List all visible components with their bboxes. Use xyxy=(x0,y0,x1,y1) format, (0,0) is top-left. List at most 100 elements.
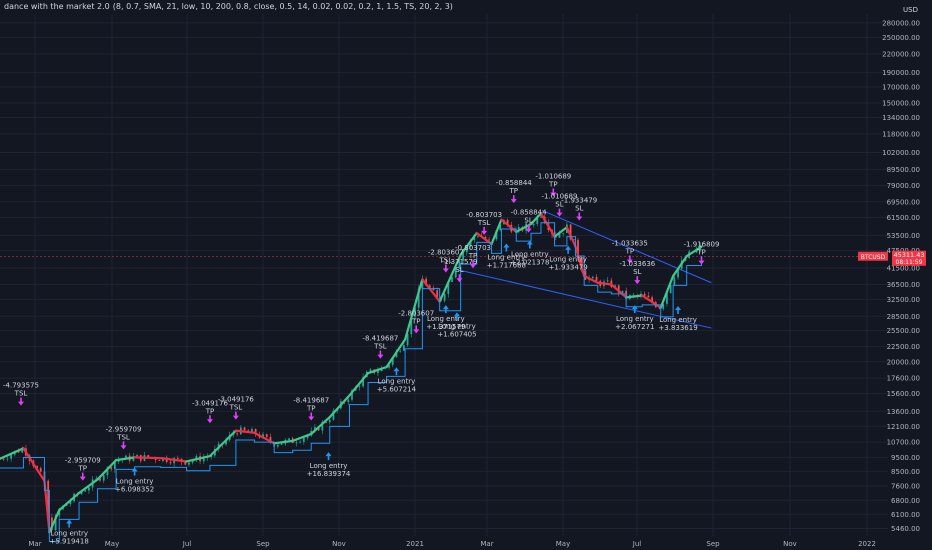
exit-label-line: TP xyxy=(548,181,558,189)
price-line-segment xyxy=(596,281,613,286)
entry-label-line: +1.607405 xyxy=(437,330,476,338)
candle-body xyxy=(617,285,620,293)
candle-body xyxy=(621,290,624,293)
candle-body xyxy=(347,399,350,403)
candle-body xyxy=(251,429,253,432)
candle-body xyxy=(169,461,172,464)
y-tick-label: 53500.00 xyxy=(887,232,920,240)
x-tick-label: 2022 xyxy=(858,540,876,548)
exit-label-line: -0.858844 xyxy=(496,179,532,187)
candle-body xyxy=(99,478,101,481)
price-line-segment xyxy=(133,456,162,460)
candle-body xyxy=(276,444,279,447)
candle-body xyxy=(428,285,431,288)
entry-label: Long entry +1.933479 xyxy=(548,256,587,272)
entry-arrow-icon xyxy=(631,305,638,314)
candle-body xyxy=(454,268,457,278)
candle-body xyxy=(236,433,239,435)
candle-body xyxy=(2,458,5,460)
exit-label-line: TP xyxy=(77,465,87,473)
trend-line xyxy=(456,269,712,329)
candle-body xyxy=(125,455,127,460)
price-line-segment xyxy=(421,278,441,303)
exit-marker-icon xyxy=(510,195,517,204)
y-tick-label: 15600.00 xyxy=(887,390,920,398)
candle-body xyxy=(477,235,479,237)
candle-body xyxy=(536,216,539,224)
y-tick-label: 61500.00 xyxy=(887,214,920,222)
candle-body xyxy=(202,457,205,462)
price-line-segment xyxy=(0,447,25,460)
candle-body xyxy=(36,466,38,469)
y-tick-label: 280000.00 xyxy=(882,19,920,27)
candle-body xyxy=(225,439,227,445)
entry-label-line: +16.839374 xyxy=(307,470,351,478)
x-tick-label: Sep xyxy=(256,540,270,548)
exit-label: -0.858844 SL xyxy=(511,209,547,225)
exit-marker-icon xyxy=(308,412,315,421)
candle-body xyxy=(243,427,246,431)
entry-arrow-icon xyxy=(393,367,400,376)
candle-body xyxy=(328,419,331,423)
entry-label: Long entry +1.717688 xyxy=(487,253,526,269)
exit-label: -1.010689 SL xyxy=(542,193,578,209)
exit-label: -2.959709 TP xyxy=(65,457,101,473)
symbol-label: BTCUSD xyxy=(861,254,886,261)
y-tick-label: 5460.00 xyxy=(891,525,920,533)
exit-marker-icon xyxy=(79,472,86,481)
price-line-segment xyxy=(48,509,61,534)
indicator-legend[interactable]: dance with the market 2.0 (8, 0.7, SMA, 2… xyxy=(4,2,456,11)
candle-body xyxy=(21,448,24,453)
candle-body xyxy=(117,460,120,462)
candle-body xyxy=(80,491,83,495)
price-line-segment xyxy=(500,218,518,233)
entry-label-line: Long entry xyxy=(488,253,526,261)
candle-body xyxy=(191,460,194,463)
exit-label-line: -0.858844 xyxy=(511,209,547,217)
x-tick-label: Sep xyxy=(706,540,720,548)
y-tick-label: 13600.00 xyxy=(887,408,920,416)
y-tick-label: 36500.00 xyxy=(887,281,920,289)
entry-arrow-icon xyxy=(565,245,572,254)
exit-label-line: -0.803703 xyxy=(455,244,491,252)
candle-body xyxy=(465,246,468,253)
entry-label: Long entry +1.607405 xyxy=(437,322,476,338)
price-line-segment xyxy=(641,294,662,309)
y-tick-label: 69500.00 xyxy=(887,198,920,206)
entry-label: Long entry +2.067271 xyxy=(615,315,654,331)
candle-body xyxy=(50,517,53,531)
trailing-stop-line xyxy=(0,222,703,543)
exit-label-line: SL xyxy=(524,217,532,225)
entry-label: Long entry +2.021378 xyxy=(510,251,549,267)
x-tick-label: Mar xyxy=(480,540,493,548)
candle-body xyxy=(147,455,150,458)
candle-body xyxy=(288,438,290,441)
price-line-segment xyxy=(583,274,599,284)
candle-body xyxy=(6,458,9,460)
price-line-segment xyxy=(22,447,46,483)
exit-label-line: TP xyxy=(306,404,316,412)
entry-label-line: +2.021378 xyxy=(510,259,549,267)
candle-body xyxy=(106,467,109,476)
exit-label-line: TP xyxy=(696,249,706,257)
x-tick-label: May xyxy=(105,540,119,548)
exit-label: -1.010689 TP xyxy=(535,173,571,189)
candle-body xyxy=(406,334,409,346)
entry-label-line: +6.098352 xyxy=(115,485,154,493)
entry-label-line: Long entry xyxy=(438,322,476,330)
entry-label-line: +3.833619 xyxy=(658,324,697,332)
price-line-segment xyxy=(58,491,81,512)
exit-marker-icon xyxy=(377,350,384,359)
exit-marker-icon xyxy=(481,226,488,235)
candle-body xyxy=(362,377,365,387)
y-tick-label: 12100.00 xyxy=(887,423,920,431)
price-line-segment xyxy=(273,439,294,445)
exit-marker-icon xyxy=(550,188,557,197)
candle-body xyxy=(377,371,379,374)
price-line-segment xyxy=(539,212,556,238)
candle-body xyxy=(102,475,105,481)
candle-body xyxy=(17,450,20,453)
entry-label-line: +2.067271 xyxy=(615,323,654,331)
entry-label-line: +5.919418 xyxy=(50,538,89,546)
